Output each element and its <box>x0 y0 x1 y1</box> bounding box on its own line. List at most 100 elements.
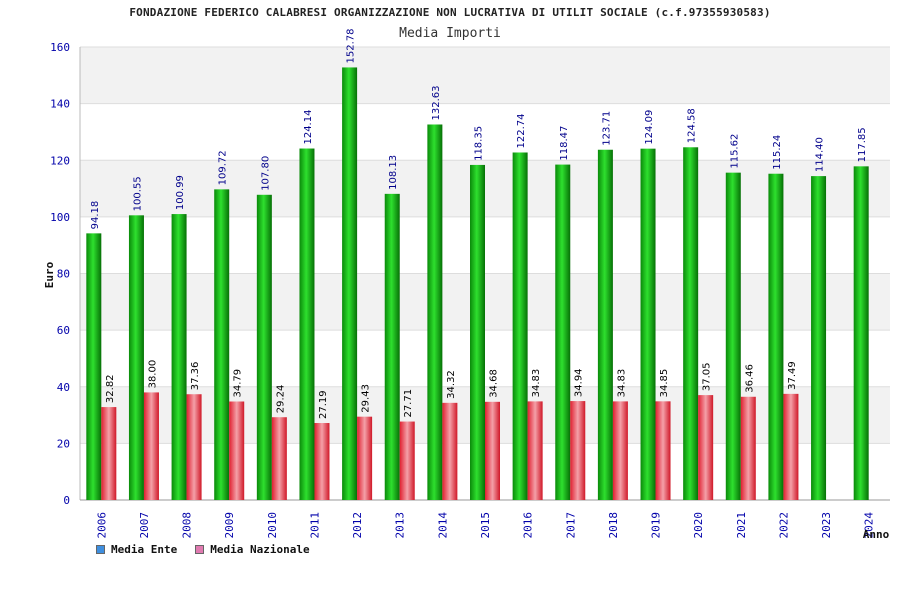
y-tick-label: 160 <box>50 41 70 54</box>
bar-media-ente <box>725 172 741 500</box>
bar-media-ente <box>427 124 443 501</box>
data-label-media-nazionale: 34.85 <box>659 369 670 398</box>
y-tick-label: 0 <box>63 494 70 507</box>
y-tick-label: 100 <box>50 211 70 224</box>
bar-media-nazionale <box>186 394 202 500</box>
legend-item-ente: Media Ente <box>96 543 177 556</box>
data-label-media-ente: 117.85 <box>857 127 868 162</box>
data-label-media-nazionale: 37.49 <box>787 361 798 390</box>
bar-media-nazionale <box>442 402 458 500</box>
data-label-media-nazionale: 29.24 <box>275 385 286 414</box>
x-tick-label: 2020 <box>692 512 705 539</box>
bar-media-nazionale <box>485 401 500 500</box>
bar-media-ente <box>555 164 571 500</box>
data-label-media-nazionale: 34.83 <box>531 369 542 398</box>
y-tick-label: 140 <box>50 98 70 111</box>
data-label-media-nazionale: 37.36 <box>190 362 201 391</box>
chart-title: FONDAZIONE FEDERICO CALABRESI ORGANIZZAZ… <box>129 6 771 19</box>
legend-label-ente: Media Ente <box>111 543 178 556</box>
legend-swatch-nazionale <box>195 545 205 554</box>
y-tick-label: 80 <box>57 268 70 281</box>
data-label-media-ente: 107.80 <box>260 156 271 191</box>
x-tick-label: 2016 <box>522 512 535 539</box>
data-label-media-ente: 108.13 <box>388 155 399 190</box>
y-tick-label: 20 <box>57 437 70 450</box>
data-label-media-nazionale: 27.19 <box>318 390 329 419</box>
data-label-media-ente: 115.24 <box>772 135 783 170</box>
data-label-media-nazionale: 29.43 <box>361 384 372 413</box>
data-label-media-ente: 118.35 <box>474 126 485 161</box>
data-label-media-ente: 100.55 <box>132 176 143 211</box>
grid-band <box>80 47 890 104</box>
bar-media-nazionale <box>229 401 245 500</box>
x-axis-label: Anno <box>863 528 890 541</box>
bar-media-nazionale <box>612 401 628 500</box>
data-label-media-ente: 94.18 <box>90 201 101 230</box>
data-label-media-ente: 132.63 <box>431 85 442 120</box>
bar-media-nazionale <box>698 395 714 500</box>
bar-media-ente <box>597 149 613 500</box>
data-label-media-nazionale: 34.68 <box>489 369 500 398</box>
bar-media-ente <box>853 166 869 500</box>
bar-media-nazionale <box>314 423 330 500</box>
bar-media-nazionale <box>271 417 287 500</box>
y-tick-label: 120 <box>50 154 70 167</box>
data-label-media-nazionale: 34.79 <box>233 369 244 398</box>
bar-media-nazionale <box>783 393 799 500</box>
data-label-media-nazionale: 27.71 <box>403 389 414 418</box>
x-tick-label: 2021 <box>735 512 748 539</box>
x-tick-label: 2014 <box>436 512 449 539</box>
data-label-media-nazionale: 34.94 <box>574 368 585 397</box>
x-tick-label: 2013 <box>394 512 407 539</box>
data-label-media-nazionale: 37.05 <box>702 362 713 391</box>
data-label-media-nazionale: 34.83 <box>616 369 627 398</box>
data-label-media-nazionale: 32.82 <box>105 374 116 403</box>
x-tick-label: 2019 <box>650 512 663 539</box>
data-label-media-ente: 114.40 <box>815 137 826 172</box>
bar-media-ente <box>470 164 485 500</box>
bar-media-ente <box>214 189 230 500</box>
bar-media-nazionale <box>399 421 415 500</box>
data-label-media-ente: 109.72 <box>218 150 229 185</box>
legend-label-nazionale: Media Nazionale <box>210 543 310 556</box>
y-tick-label: 60 <box>57 324 70 337</box>
data-label-media-ente: 124.58 <box>687 108 698 143</box>
plot-area: 0 20 40 60 80 100 120 140 160 94.18 32.82 2006 100.5… <box>50 28 890 539</box>
legend: Media Ente Media Nazionale <box>96 543 310 556</box>
bar-media-nazionale <box>570 401 586 500</box>
bar-media-nazionale <box>357 416 373 500</box>
bar-media-ente <box>768 173 784 500</box>
bar-media-ente <box>299 148 315 500</box>
x-tick-label: 2022 <box>777 512 790 539</box>
x-tick-label: 2010 <box>266 512 279 539</box>
bar-media-nazionale <box>143 392 159 500</box>
bar-media-ente <box>811 176 827 501</box>
bar-media-ente <box>512 152 528 500</box>
data-label-media-ente: 124.09 <box>644 110 655 145</box>
bar-media-nazionale <box>101 407 117 500</box>
x-tick-label: 2024 <box>863 512 876 539</box>
chart-subtitle: Media Importi <box>399 26 501 41</box>
x-tick-label: 2011 <box>308 512 321 539</box>
data-label-media-ente: 124.14 <box>303 110 314 145</box>
legend-swatch-ente <box>96 545 105 554</box>
bar-media-ente <box>171 214 187 500</box>
bar-media-ente <box>342 67 358 501</box>
y-axis-label: Euro <box>43 261 56 288</box>
y-tick-label: 40 <box>57 381 70 394</box>
bar-media-nazionale <box>655 401 671 500</box>
x-tick-label: 2007 <box>138 512 151 539</box>
bar-media-ente <box>384 193 400 500</box>
x-tick-label: 2023 <box>820 512 833 539</box>
bar-media-ente <box>128 215 144 500</box>
bar-media-ente <box>640 148 656 501</box>
x-tick-label: 2017 <box>564 512 577 539</box>
bar-media-ente <box>683 147 699 500</box>
data-label-media-ente: 118.47 <box>559 126 570 161</box>
x-tick-label: 2008 <box>181 512 194 539</box>
data-label-media-ente: 122.74 <box>516 113 527 148</box>
bar-media-ente <box>256 194 272 500</box>
data-label-media-ente: 152.78 <box>346 28 357 63</box>
legend-item-nazionale: Media Nazionale <box>195 543 310 556</box>
